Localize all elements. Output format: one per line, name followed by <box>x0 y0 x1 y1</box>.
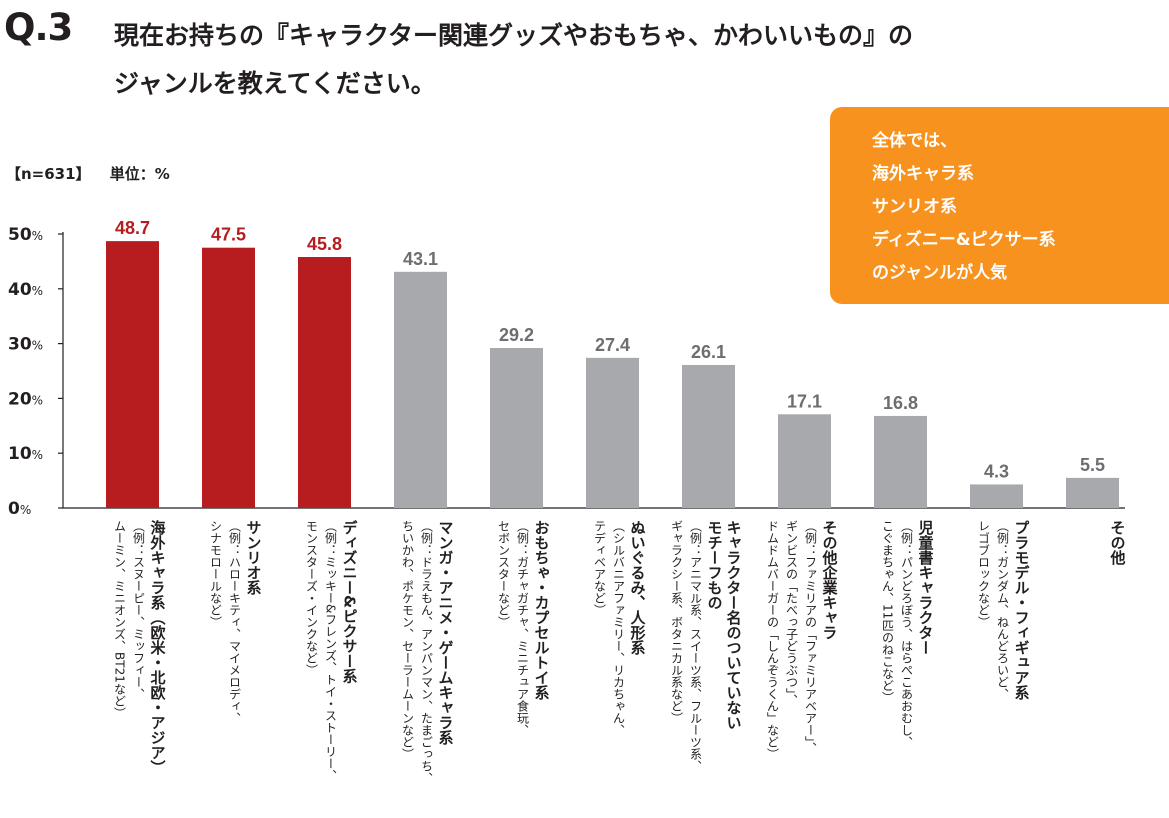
bar <box>106 241 159 508</box>
category-label: ぬいぐるみ、人形系 （シルバニアファミリー、リカちゃん、 テディベアなど） <box>590 520 647 736</box>
category-example: ムーミン、ミニオンズ、BT21など） <box>112 520 127 719</box>
y-tick-label: 10% <box>8 444 43 464</box>
category-example: （例：スヌーピー、ミッフィー、 <box>131 520 146 700</box>
category-example: （シルバニアファミリー、リカちゃん、 <box>611 520 626 736</box>
category-example: ドムドムバーガーの「しんぞうくん」など） <box>765 520 780 760</box>
data-label: 29.2 <box>499 325 534 345</box>
category-example: ちいかわ、ポケモン、セーラームーンなど） <box>400 520 415 760</box>
category-example: （例：ガチャガチャ、ミニチュア食玩、 <box>515 520 530 736</box>
category-label: おもちゃ・カプセルトイ系 （例：ガチャガチャ、ミニチュア食玩、 セボンスターなど） <box>494 520 551 736</box>
data-label: 4.3 <box>984 461 1009 481</box>
category-example: テディベアなど） <box>592 520 607 616</box>
data-label: 47.5 <box>211 225 246 245</box>
category-label: 児童書キャラクター （例：パンどろぼう、はらぺこあおむし、 こぐまちゃん、11匹のね… <box>878 520 935 748</box>
category-name: ディズニー&ピクサー系 <box>340 520 359 684</box>
category-example: （例：ドラえもん、アンパンマン、たまごっち、 <box>419 520 434 784</box>
category-example: （例：ミッキー&フレンズ、トイ・ストーリー、 <box>323 520 338 782</box>
category-example: レゴブロックなど） <box>976 520 991 628</box>
category-label: プラモデル・フィギュア系 （例：ガンダム、ねんどろいど、 レゴブロックなど） <box>974 520 1031 700</box>
category-example: ギャラクシー系、ボタニカル系など） <box>669 520 684 724</box>
category-label: サンリオ系 （例：ハローキティ、マイメロディ、 シナモロールなど） <box>206 520 263 724</box>
category-label: その他 <box>1108 520 1127 565</box>
bar <box>586 357 639 508</box>
callout-line: ディズニー&ピクサー系 <box>872 230 1056 250</box>
question-number: Q.3 <box>4 6 73 49</box>
y-tick-label: 0% <box>8 499 31 519</box>
bar <box>778 414 831 508</box>
summary-callout: 全体では、 海外キャラ系 サンリオ系 ディズニー&ピクサー系 のジャンルが人気 <box>830 107 1169 304</box>
data-label: 43.1 <box>403 249 438 269</box>
category-name: 海外キャラ系（欧米・北欧・アジア） <box>148 520 167 775</box>
category-example: （例：アニマル系、スイーツ系、フルーツ系、 <box>688 520 703 772</box>
category-example: （例：ファミリアの「ファミリアベアー」、 <box>803 520 818 754</box>
data-label: 17.1 <box>787 391 822 411</box>
bar <box>1066 477 1119 508</box>
bar <box>874 415 927 508</box>
category-example: （例：ガンダム、ねんどろいど、 <box>995 520 1010 700</box>
sample-size: 【n=631】 <box>6 165 91 183</box>
category-example: モンスターズ・インクなど） <box>304 520 319 676</box>
callout-line: 全体では、 <box>872 131 957 151</box>
bar <box>394 271 447 508</box>
question-title-line-1: 現在お持ちの『キャラクター関連グッズやおもちゃ、かわいいもの』の <box>114 21 914 50</box>
category-example: シナモロールなど） <box>208 520 223 628</box>
y-tick-label: 20% <box>8 389 43 409</box>
category-label: キャラクター名のついていない モチーフもの （例：アニマル系、スイーツ系、フルーツ系… <box>667 520 743 772</box>
category-name: サンリオ系 <box>244 520 263 595</box>
category-name: その他 <box>1108 520 1127 565</box>
callout-text: 全体では、 海外キャラ系 サンリオ系 ディズニー&ピクサー系 のジャンルが人気 <box>872 125 1056 290</box>
question-title-line-2: ジャンルを教えてください。 <box>114 69 436 98</box>
category-label: 海外キャラ系（欧米・北欧・アジア） （例：スヌーピー、ミッフィー、 ムーミン、ミニオ… <box>110 520 167 775</box>
bar <box>298 257 351 508</box>
category-label: マンガ・アニメ・ゲームキャラ系 （例：ドラえもん、アンパンマン、たまごっち、 ちいか… <box>398 520 455 784</box>
category-name: 児童書キャラクター <box>916 520 935 655</box>
y-tick-label: 30% <box>8 335 43 355</box>
data-label: 45.8 <box>307 234 342 254</box>
y-tick-label: 50% <box>8 225 43 245</box>
category-name: ぬいぐるみ、人形系 <box>628 520 647 655</box>
data-label: 5.5 <box>1080 455 1105 475</box>
data-label: 26.1 <box>691 342 726 362</box>
category-name: キャラクター名のついていない <box>724 520 743 730</box>
category-example: ギンビスの「たべっ子どうぶつ」、 <box>784 520 799 706</box>
category-name: マンガ・アニメ・ゲームキャラ系 <box>436 520 455 745</box>
bar <box>970 484 1023 508</box>
category-example: （例：パンどろぼう、はらぺこあおむし、 <box>899 520 914 748</box>
category-name: その他企業キャラ <box>820 520 839 640</box>
category-name: おもちゃ・カプセルトイ系 <box>532 520 551 700</box>
bar <box>490 347 543 508</box>
category-example: セボンスターなど） <box>496 520 511 628</box>
callout-line: 海外キャラ系 <box>872 164 974 184</box>
category-name: プラモデル・フィギュア系 <box>1012 520 1031 700</box>
data-label: 16.8 <box>883 393 918 413</box>
callout-line: のジャンルが人気 <box>872 263 1008 283</box>
chart-meta: 【n=631】 単位：% <box>6 163 184 184</box>
y-tick-label: 40% <box>8 280 43 300</box>
unit-label: 単位：% <box>109 165 170 183</box>
data-label: 48.7 <box>115 218 150 238</box>
bar <box>202 247 255 508</box>
category-name: モチーフもの <box>705 520 724 610</box>
category-example: こぐまちゃん、11匹のねこなど） <box>880 520 895 704</box>
bar <box>682 364 735 508</box>
category-label: その他企業キャラ （例：ファミリアの「ファミリアベアー」、 ギンビスの「たべっ子どう… <box>763 520 839 760</box>
category-example: （例：ハローキティ、マイメロディ、 <box>227 520 242 724</box>
data-label: 27.4 <box>595 335 630 355</box>
callout-line: サンリオ系 <box>872 197 957 217</box>
category-label: ディズニー&ピクサー系 （例：ミッキー&フレンズ、トイ・ストーリー、 モンスターズ・… <box>302 520 359 781</box>
question-title: 現在お持ちの『キャラクター関連グッズやおもちゃ、かわいいもの』の ジャンルを教え… <box>114 12 1114 108</box>
